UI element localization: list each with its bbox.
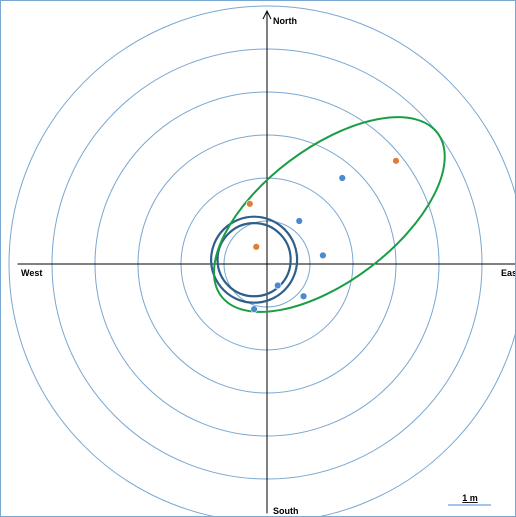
west-label: West xyxy=(21,268,42,278)
series-1-point xyxy=(299,292,308,300)
range-ring-6 xyxy=(8,5,515,516)
series-1-point xyxy=(274,281,282,290)
series-2-point xyxy=(392,157,400,165)
east-label: East xyxy=(501,268,516,278)
series-1-point xyxy=(319,251,327,260)
accuracy-circle-2 xyxy=(216,222,292,298)
overlay-shapes xyxy=(210,116,446,313)
compass-axes xyxy=(17,9,515,514)
series-1-point xyxy=(250,305,258,313)
series-1-point xyxy=(338,174,346,182)
series-2-point xyxy=(252,243,260,251)
series-1-point xyxy=(295,217,303,225)
accuracy-circle-1 xyxy=(210,215,299,304)
scale-bar-label: 1 m xyxy=(462,493,478,503)
north-label: North xyxy=(273,16,297,26)
north-arrowhead xyxy=(262,9,272,20)
confidence-ellipse xyxy=(212,116,446,313)
series-2-point xyxy=(246,200,254,208)
south-label: South xyxy=(273,506,299,516)
data-points xyxy=(246,157,400,313)
range-rings xyxy=(8,5,515,516)
